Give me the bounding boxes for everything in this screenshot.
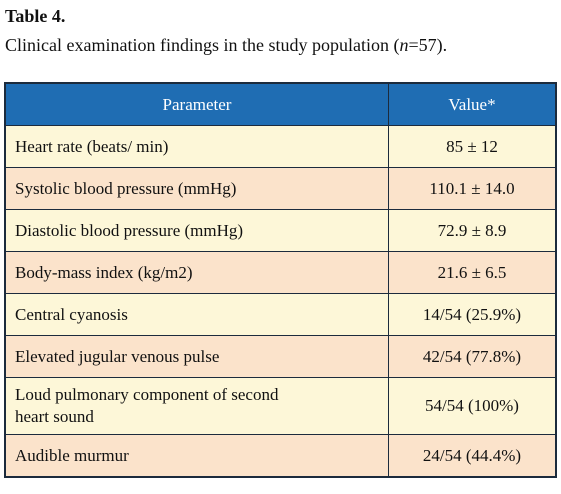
parameter-text: Central cyanosis <box>15 304 128 324</box>
column-header: Value* <box>388 82 557 126</box>
caption-text: Clinical examination findings in the stu… <box>5 35 400 55</box>
parameter-text: Systolic blood pressure (mmHg) <box>15 178 237 198</box>
parameter-cell: Body-mass index (kg/m2) <box>4 251 389 294</box>
parameter-cell: Audible murmur <box>4 434 389 478</box>
parameter-text: Body-mass index (kg/m2) <box>15 262 193 282</box>
column-header: Parameter <box>4 82 389 126</box>
value-cell: 85 ± 12 <box>388 125 557 168</box>
value-cell: 14/54 (25.9%) <box>388 293 557 336</box>
header-row: Parameter Value* <box>4 82 557 126</box>
table-row: Loud pulmonary component of second heart… <box>4 377 557 435</box>
parameter-cell: Systolic blood pressure (mmHg) <box>4 167 389 210</box>
table-row: Systolic blood pressure (mmHg) 110.1 ± 14… <box>4 167 557 210</box>
value-cell: 21.6 ± 6.5 <box>388 251 557 294</box>
parameter-cell: Heart rate (beats/ min) <box>4 125 389 168</box>
table-caption: Clinical examination findings in the stu… <box>5 35 447 56</box>
table-row: Central cyanosis 14/54 (25.9%) <box>4 293 557 336</box>
parameter-text: Heart rate (beats/ min) <box>15 136 169 156</box>
parameter-cell: Loud pulmonary component of second heart… <box>4 377 389 435</box>
table-title: Table 4. <box>5 6 66 26</box>
value-cell: 110.1 ± 14.0 <box>388 167 557 210</box>
table-row: Audible murmur 24/54 (44.4%) <box>4 434 557 478</box>
parameter-text: Diastolic blood pressure (mmHg) <box>15 220 244 240</box>
parameter-text: Audible murmur <box>15 445 129 465</box>
value-cell: 42/54 (77.8%) <box>388 335 557 378</box>
table-row: Body-mass index (kg/m2) 21.6 ± 6.5 <box>4 251 557 294</box>
parameter-text: Loud pulmonary component of second heart… <box>15 385 279 426</box>
caption-text: =57). <box>408 35 448 55</box>
data-table: Parameter Value* Heart rate (beats/ min)… <box>4 82 557 478</box>
table-row: Diastolic blood pressure (mmHg) 72.9 ± 8.… <box>4 209 557 252</box>
parameter-cell: Elevated jugular venous pulse <box>4 335 389 378</box>
parameter-text: Elevated jugular venous pulse <box>15 346 220 366</box>
caption-text: n <box>399 35 409 55</box>
table-row: Heart rate (beats/ min) 85 ± 12 <box>4 125 557 168</box>
parameter-cell: Diastolic blood pressure (mmHg) <box>4 209 389 252</box>
value-cell: 72.9 ± 8.9 <box>388 209 557 252</box>
parameter-cell: Central cyanosis <box>4 293 389 336</box>
value-cell: 24/54 (44.4%) <box>388 434 557 478</box>
value-cell: 54/54 (100%) <box>388 377 557 435</box>
table-row: Elevated jugular venous pulse 42/54 (77.8… <box>4 335 557 378</box>
